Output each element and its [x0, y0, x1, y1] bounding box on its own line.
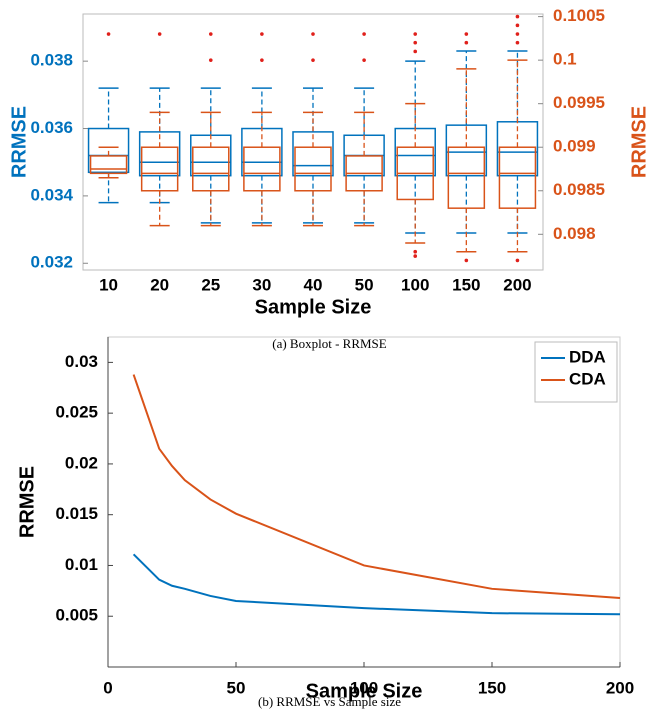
outlier [413, 49, 418, 54]
outlier [311, 58, 315, 62]
box [498, 146, 537, 209]
y-tick-label: 0.015 [55, 504, 98, 523]
outlier [157, 32, 162, 36]
box [294, 146, 332, 192]
box [192, 146, 230, 192]
outlier [208, 58, 213, 62]
outlier [413, 254, 418, 258]
outlier [464, 40, 469, 45]
y2-tick-label: 0.098 [553, 224, 596, 243]
plot-frame [82, 13, 544, 271]
y-axis-label: RRMSE [8, 106, 30, 178]
outlier [464, 32, 469, 36]
box [140, 146, 179, 192]
outlier [464, 258, 469, 263]
x-tick-label: 100 [401, 275, 429, 294]
caption: (b) RRMSE vs Sample size [258, 694, 401, 709]
y-tick-label: 0.038 [30, 51, 73, 70]
outlier [515, 40, 520, 45]
caption: (a) Boxplot - RRMSE [272, 336, 387, 351]
line [132, 553, 621, 616]
legend-label: DDA [569, 347, 606, 366]
y-tick-label: 0.025 [55, 403, 98, 422]
y-tick-label: 0.03 [65, 352, 98, 371]
x-tick-label: 20 [150, 275, 169, 294]
box [447, 146, 486, 209]
outlier [260, 32, 264, 36]
outlier [413, 32, 418, 36]
outlier [515, 23, 520, 28]
x-tick-label: 40 [304, 275, 323, 294]
box [190, 134, 232, 177]
x-tick-label: 30 [252, 275, 271, 294]
outlier [260, 58, 264, 62]
x-tick-label: 50 [227, 678, 246, 697]
y2-tick-label: 0.0995 [553, 93, 605, 112]
y2-tick-label: 0.1 [553, 50, 577, 69]
outlier [106, 32, 111, 36]
outlier [515, 32, 520, 36]
box [87, 127, 130, 174]
line [132, 374, 621, 599]
x-tick-label: 100 [350, 678, 378, 697]
box [445, 124, 488, 177]
y-tick-label: 0.036 [30, 118, 73, 137]
x-tick-label: 0 [103, 678, 112, 697]
x-axis-label: Sample Size [255, 296, 372, 318]
x-tick-label: 200 [606, 678, 634, 697]
outlier [413, 249, 418, 254]
outlier [362, 32, 366, 36]
outlier [515, 14, 520, 19]
y-tick-label: 0.032 [30, 253, 73, 272]
legend-label: CDA [569, 369, 606, 388]
y2-tick-label: 0.099 [553, 137, 596, 156]
x-tick-label: 200 [503, 275, 531, 294]
outlier [208, 32, 213, 36]
y-tick-label: 0.005 [55, 606, 98, 625]
y2-tick-label: 0.1005 [553, 6, 605, 25]
y2-tick-label: 0.0985 [553, 180, 605, 199]
y-axis-label: RRMSE [16, 466, 38, 538]
y-tick-label: 0.01 [65, 555, 98, 574]
box [292, 131, 334, 177]
box [89, 155, 128, 175]
box [138, 131, 181, 177]
y-tick-label: 0.034 [30, 185, 73, 204]
y2-axis-label: RRMSE [628, 106, 650, 178]
x-tick-label: 25 [201, 275, 220, 294]
box [243, 146, 281, 192]
y-tick-label: 0.02 [65, 453, 98, 472]
outlier [311, 32, 315, 36]
outlier [362, 58, 366, 62]
x-tick-label: 50 [355, 275, 374, 294]
x-axis-label: Sample Size [306, 680, 423, 702]
x-tick-label: 150 [452, 275, 480, 294]
outlier [413, 40, 418, 45]
x-tick-label: 150 [478, 678, 506, 697]
outlier [515, 258, 520, 263]
x-tick-label: 10 [99, 275, 118, 294]
legend-box [534, 341, 618, 403]
